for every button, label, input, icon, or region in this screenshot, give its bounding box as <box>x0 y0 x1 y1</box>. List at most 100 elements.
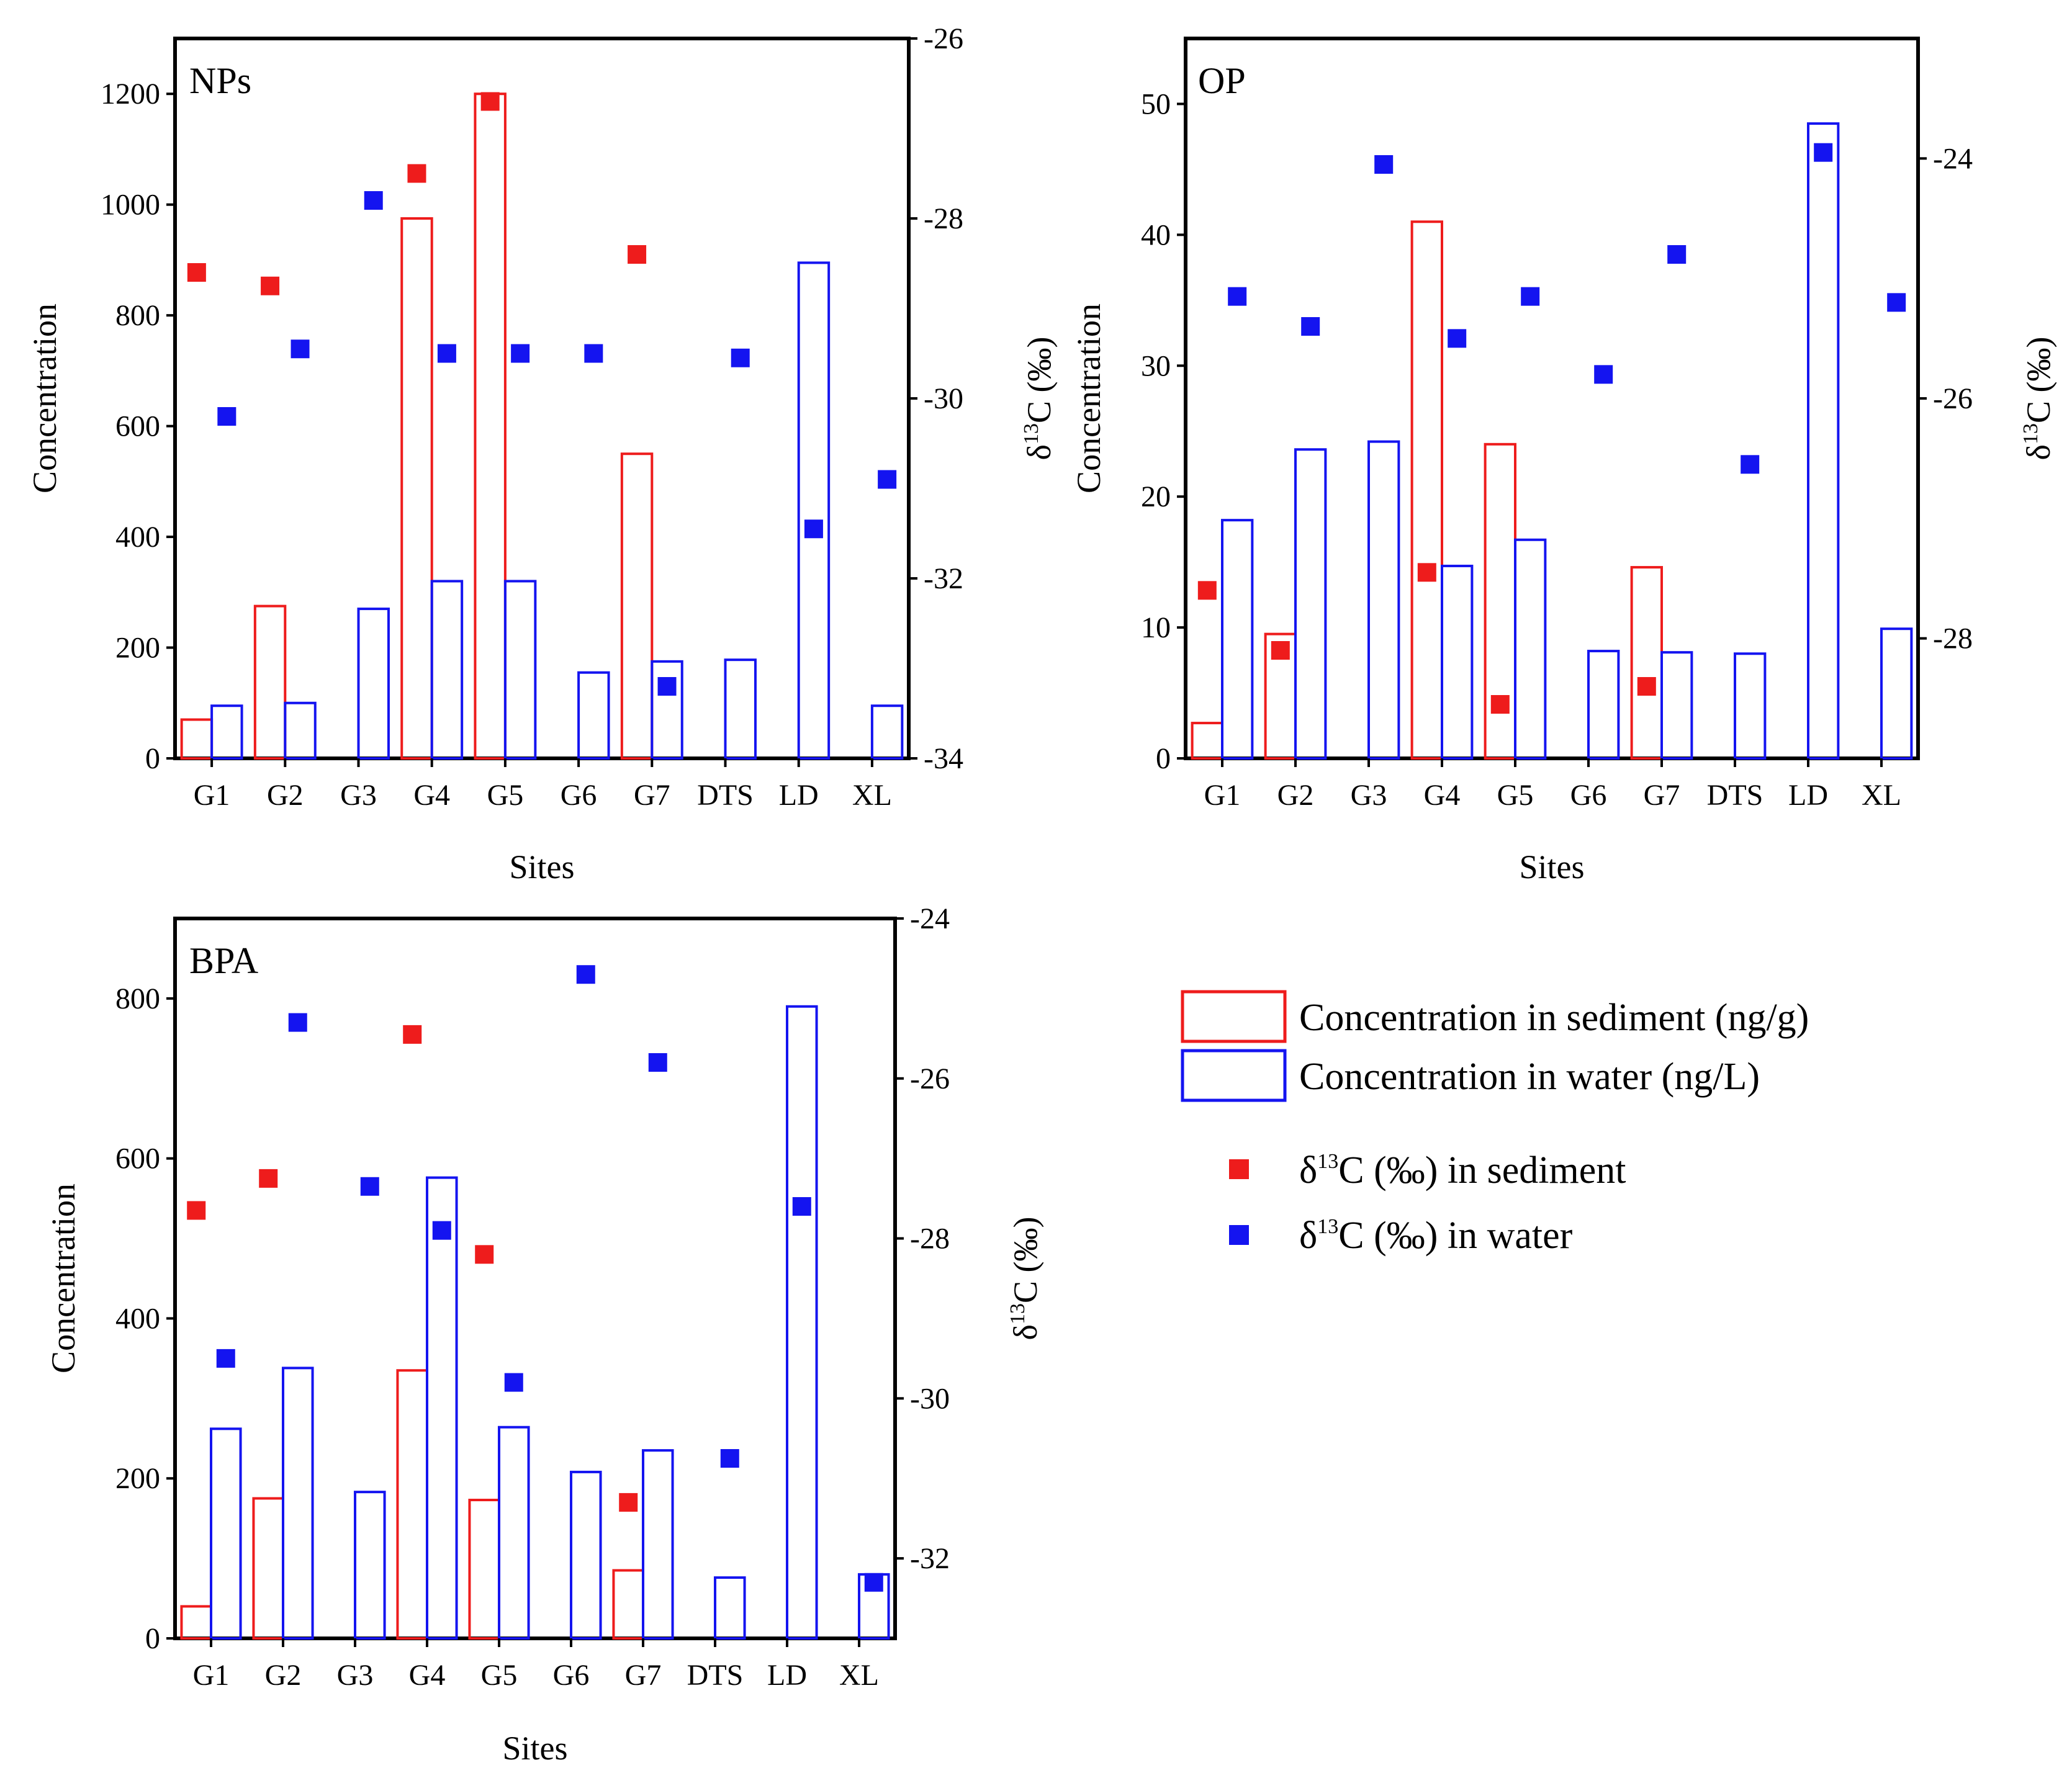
bar-water-LD <box>786 1005 818 1640</box>
axis-ticks: G1 G2 G3 G4 G5 G6 G7 DTS LD XL 0 200 400 600 800 -32 -30… <box>115 902 950 1692</box>
point-delta-water-G5 <box>511 344 530 363</box>
bar-water-LD <box>797 261 831 760</box>
point-delta-water-DTS <box>1741 455 1760 474</box>
point-delta-water-G6 <box>1594 365 1613 384</box>
x-tick-label-G3: G3 <box>340 779 377 812</box>
panel-bpa: G1 G2 G3 G4 G5 G6 G7 DTS LD XL 0 200 400 600 800 -32 -30… <box>45 902 1044 1767</box>
bar-sediment-G5 <box>468 1499 501 1640</box>
y2-tick-label: -24 <box>910 902 950 935</box>
bar-water-G3 <box>354 1491 386 1640</box>
y2-tick-label: -28 <box>924 202 963 235</box>
x-tick-label-XL: XL <box>852 779 892 812</box>
x-tick-label-G7: G7 <box>1644 779 1680 812</box>
y-tick-label: 400 <box>115 521 160 554</box>
y-tick-label: 200 <box>115 1462 160 1495</box>
point-delta-sediment-G7 <box>1637 677 1656 696</box>
y-tick-label: 10 <box>1141 611 1171 644</box>
point-delta-water-DTS <box>720 1449 739 1468</box>
panel-title: OP <box>1198 60 1246 101</box>
x-tick-label-G4: G4 <box>1424 779 1461 812</box>
y2-tick-label: -28 <box>1933 622 1973 655</box>
x-tick-label-G1: G1 <box>194 779 230 812</box>
legend-marker-delta-water <box>1229 1225 1249 1245</box>
point-delta-water-G7 <box>1667 245 1687 264</box>
point-delta-sediment-G7 <box>619 1493 638 1512</box>
point-delta-sediment-G7 <box>628 245 647 264</box>
x-tick-label-G1: G1 <box>193 1659 230 1692</box>
point-delta-water-LD <box>1814 143 1833 162</box>
point-delta-sediment-G2 <box>259 1169 278 1188</box>
point-delta-sediment-G2 <box>261 276 280 295</box>
bar-sediment-G5 <box>474 92 507 760</box>
bar-sediment-G4 <box>1410 220 1444 760</box>
point-delta-water-G1 <box>216 1349 235 1368</box>
y2-axis-title: δ13C (‰) <box>1006 1217 1044 1340</box>
point-delta-water-G2 <box>291 339 310 359</box>
bar-water-DTS <box>1734 652 1767 760</box>
y2-tick-label: -32 <box>924 562 963 595</box>
point-delta-water-XL <box>1887 293 1906 312</box>
y-axis-title: Concentration <box>1070 303 1107 493</box>
point-delta-water-G2 <box>288 1013 307 1032</box>
panel-op: G1 G2 G3 G4 G5 G6 G7 DTS LD XL 0 10 20 30 40 50 -28 -26 -2… <box>1070 37 2057 886</box>
bar-water-DTS <box>724 658 757 760</box>
y-tick-label: 600 <box>115 1143 160 1175</box>
point-delta-sediment-G5 <box>475 1245 494 1264</box>
bar-sediment-G7 <box>620 452 654 760</box>
point-delta-water-G4 <box>432 1221 451 1240</box>
y2-tick-label: -26 <box>924 22 963 55</box>
point-delta-water-LD <box>792 1197 811 1216</box>
point-delta-water-G1 <box>217 407 236 426</box>
x-tick-label-G4: G4 <box>409 1659 446 1692</box>
legend-label-delta-water: δ13C (‰) in water <box>1299 1215 1573 1257</box>
x-tick-label-G4: G4 <box>413 779 450 812</box>
legend-label-water: Concentration in water (ng/L) <box>1299 1056 1760 1098</box>
point-delta-water-G5 <box>1521 287 1540 306</box>
y2-tick-label: -30 <box>924 382 963 415</box>
bar-sediment-G7 <box>1630 566 1664 760</box>
point-delta-water-G3 <box>364 191 383 210</box>
y2-axis-title: δ13C (‰) <box>1020 337 1058 460</box>
bar-water-G4 <box>1441 564 1474 760</box>
bar-sediment-G2 <box>253 604 287 760</box>
point-delta-water-XL <box>878 470 897 489</box>
x-tick-label-G2: G2 <box>267 779 304 812</box>
legend-swatch-water <box>1181 1049 1287 1102</box>
x-tick-label-G3: G3 <box>337 1659 374 1692</box>
point-delta-sediment-G1 <box>187 263 206 282</box>
x-tick-label-G1: G1 <box>1204 779 1241 812</box>
x-tick-label-LD: LD <box>767 1659 807 1692</box>
point-delta-water-G3 <box>1374 155 1394 174</box>
point-delta-sediment-G2 <box>1271 641 1290 660</box>
y-tick-label: 0 <box>145 742 160 775</box>
point-delta-water-G2 <box>1301 317 1320 336</box>
bar-sediment-G2 <box>252 1497 285 1640</box>
y-axis-title: Concentration <box>26 303 63 493</box>
x-axis-title: Sites <box>502 1730 567 1767</box>
bar-sediment-G1 <box>1191 722 1223 760</box>
point-delta-water-G7 <box>648 1053 667 1072</box>
point-delta-water-G7 <box>657 677 677 696</box>
x-tick-label-XL: XL <box>1862 779 1901 812</box>
x-tick-label-G5: G5 <box>487 779 524 812</box>
bar-water-LD <box>1807 122 1840 760</box>
plot-marks <box>180 965 890 1640</box>
point-delta-water-G5 <box>504 1373 523 1392</box>
x-tick-label-LD: LD <box>1788 779 1828 812</box>
y-tick-label: 30 <box>1141 349 1171 382</box>
bar-sediment-G1 <box>180 1605 213 1640</box>
legend-marker-delta-sediment <box>1229 1159 1249 1179</box>
y2-tick-label: -28 <box>910 1223 950 1255</box>
x-tick-label-LD: LD <box>779 779 819 812</box>
bar-water-G2 <box>1294 448 1327 760</box>
x-tick-label-G6: G6 <box>553 1659 590 1692</box>
point-delta-sediment-G4 <box>1417 563 1436 582</box>
bar-water-G2 <box>284 701 317 760</box>
bar-water-G5 <box>1514 538 1547 760</box>
bar-water-G1 <box>1221 519 1254 760</box>
point-delta-sediment-G5 <box>1490 695 1510 714</box>
legend-label-sediment: Concentration in sediment (ng/g) <box>1299 997 1809 1039</box>
y2-tick-label: -26 <box>910 1062 950 1095</box>
point-delta-water-G6 <box>584 344 603 363</box>
